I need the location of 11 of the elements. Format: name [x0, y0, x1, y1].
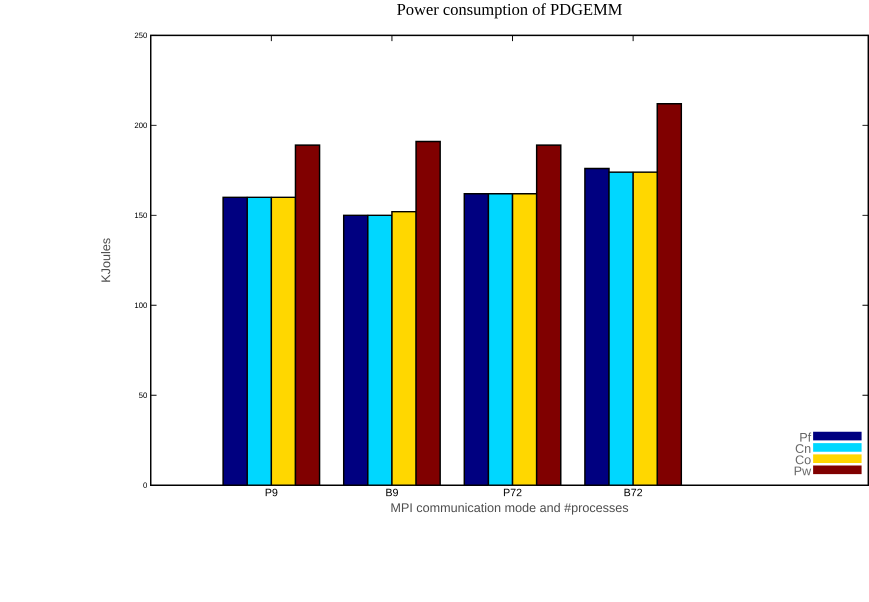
x-axis-title: MPI communication mode and #processes: [391, 502, 628, 515]
x-tick-label: B72: [624, 488, 642, 496]
legend-label: Co: [796, 455, 811, 464]
chart-title: Power consumption of PDGEMM: [397, 3, 622, 18]
x-tick-label: P72: [504, 488, 522, 496]
x-tick-label: B9: [386, 488, 398, 496]
legend-label: Pw: [794, 466, 812, 476]
y-axis-title: KJoules: [101, 238, 110, 282]
legend-label: Cn: [796, 444, 810, 453]
legend-label: Pf: [800, 432, 812, 442]
x-tick-label: P9: [266, 488, 278, 496]
